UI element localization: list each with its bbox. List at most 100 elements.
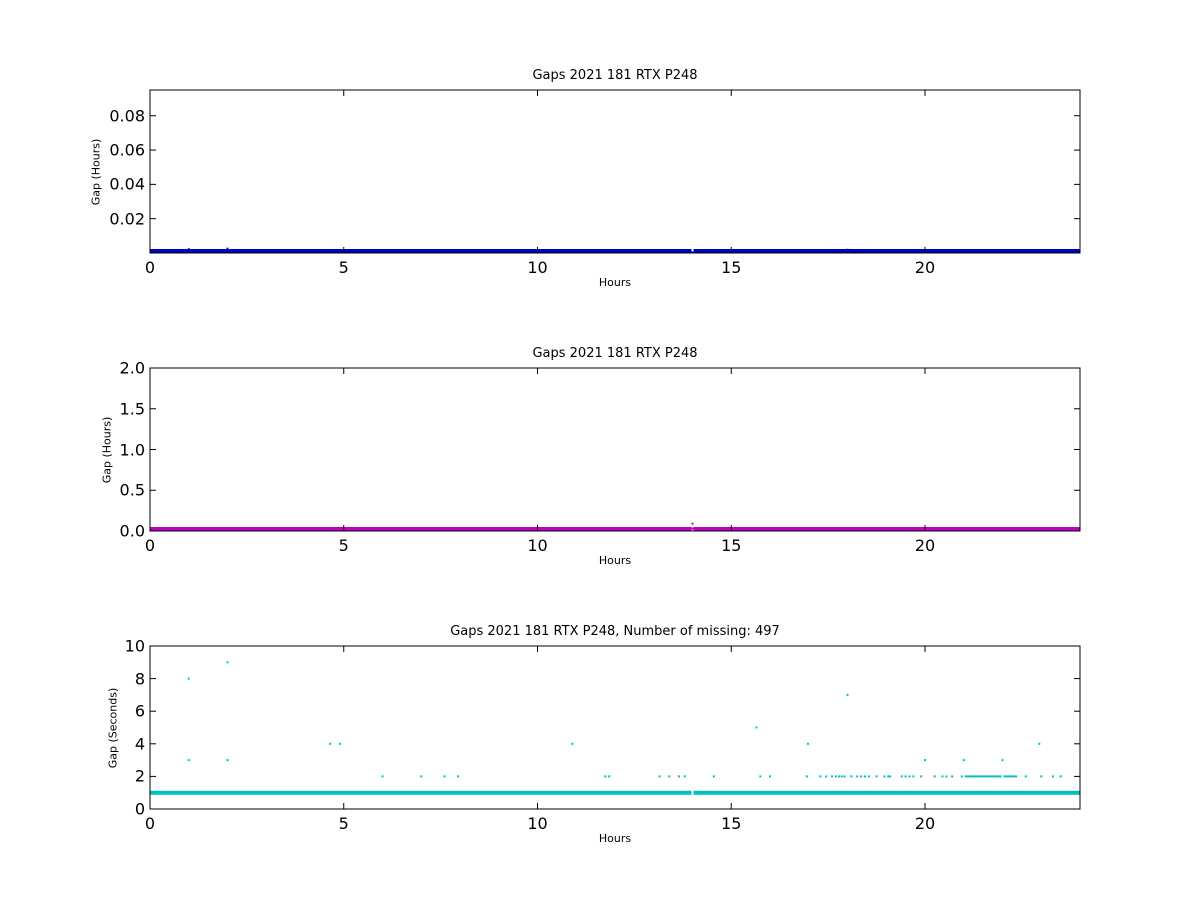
data-point — [757, 250, 760, 253]
y-tick-label: 0.06 — [109, 140, 145, 160]
data-point — [980, 775, 983, 778]
data-point — [875, 775, 878, 778]
data-point — [819, 775, 822, 778]
data-point — [381, 775, 384, 778]
data-point — [987, 775, 990, 778]
y-tick-label: 1.5 — [119, 399, 145, 419]
data-point — [1009, 775, 1012, 778]
data-point — [668, 775, 671, 778]
data-point — [329, 742, 332, 745]
x-tick-label: 20 — [914, 536, 936, 555]
data-point — [1011, 775, 1014, 778]
data-point — [443, 775, 446, 778]
data-point — [608, 775, 611, 778]
x-tick-label: 15 — [721, 536, 742, 555]
x-axis-label: Hours — [598, 832, 632, 845]
x-tick-label: 20 — [914, 258, 936, 277]
data-point — [889, 775, 892, 778]
data-point — [1015, 775, 1018, 778]
y-tick-label: 4 — [134, 734, 145, 754]
x-tick-label: 20 — [914, 814, 936, 833]
data-point — [887, 775, 890, 778]
data-point — [978, 775, 981, 778]
x-tick-label: 0 — [144, 258, 156, 277]
data-point — [974, 775, 977, 778]
x-axis-label: Hours — [598, 276, 632, 289]
data-point — [997, 775, 1000, 778]
data-point — [571, 742, 574, 745]
y-tick-label: 6 — [134, 701, 145, 721]
data-point — [1038, 742, 1041, 745]
y-tick-label: 10 — [124, 636, 145, 656]
y-tick-label: 8 — [134, 669, 145, 689]
x-tick-label: 15 — [721, 258, 742, 277]
data-point — [993, 775, 996, 778]
data-point — [691, 527, 694, 530]
axes-frame — [149, 89, 1081, 254]
axes-1 — [149, 89, 1081, 254]
data-point — [1024, 775, 1027, 778]
y-tick-label: 1.0 — [119, 440, 145, 459]
data-point — [420, 775, 423, 778]
axes-2 — [149, 367, 1081, 532]
data-point — [970, 775, 973, 778]
data-point — [972, 775, 975, 778]
chart-title: Gaps 2021 181 RTX P248 — [532, 346, 698, 361]
y-tick-label: 2 — [134, 766, 145, 786]
data-point — [989, 775, 992, 778]
data-point — [999, 775, 1002, 778]
y-tick-label: 0.08 — [109, 106, 145, 126]
data-point — [976, 775, 979, 778]
baseline-gap — [691, 249, 694, 253]
x-axis-label: Hours — [598, 554, 632, 567]
data-point — [982, 775, 985, 778]
x-tick-label: 5 — [338, 536, 349, 555]
y-tick-label: 0 — [134, 799, 145, 819]
data-point — [995, 775, 998, 778]
y-tick-label: 0.5 — [119, 480, 145, 500]
data-point — [1059, 775, 1062, 778]
data-point — [964, 775, 967, 778]
data-point — [951, 775, 954, 778]
data-point — [846, 248, 849, 251]
data-point — [968, 775, 971, 778]
data-point — [226, 661, 229, 664]
data-point — [759, 775, 762, 778]
x-tick-label: 15 — [721, 814, 742, 833]
data-point — [1005, 775, 1008, 778]
data-point — [338, 742, 341, 745]
data-point — [226, 759, 229, 762]
data-point — [860, 775, 863, 778]
data-point — [683, 775, 686, 778]
data-point — [924, 759, 926, 762]
x-tick-label: 5 — [338, 814, 349, 833]
data-point — [457, 775, 460, 778]
data-point — [843, 775, 846, 778]
data-point — [846, 693, 849, 696]
data-point — [1007, 775, 1010, 778]
x-tick-label: 0 — [144, 536, 156, 555]
baseline-gap — [691, 790, 694, 795]
data-point — [966, 775, 969, 778]
data-point — [904, 775, 907, 778]
data-point — [856, 775, 859, 778]
data-point — [863, 775, 866, 778]
y-axis-label: Gap (Seconds) — [106, 687, 120, 768]
data-point — [187, 248, 190, 251]
y-tick-label: 0.04 — [109, 174, 145, 194]
x-tick-label: 10 — [527, 814, 548, 833]
y-axis-label: Gap (Hours) — [100, 416, 114, 483]
data-point — [941, 775, 944, 778]
data-point — [806, 742, 809, 745]
x-tick-label: 0 — [144, 814, 156, 833]
data-point — [867, 775, 870, 778]
data-point — [755, 726, 758, 729]
data-point — [691, 251, 694, 254]
data-point — [691, 522, 694, 525]
data-point — [1003, 775, 1006, 778]
data-point — [604, 775, 607, 778]
data-point — [677, 775, 680, 778]
data-point — [1001, 759, 1004, 762]
axes-3 — [149, 645, 1081, 810]
